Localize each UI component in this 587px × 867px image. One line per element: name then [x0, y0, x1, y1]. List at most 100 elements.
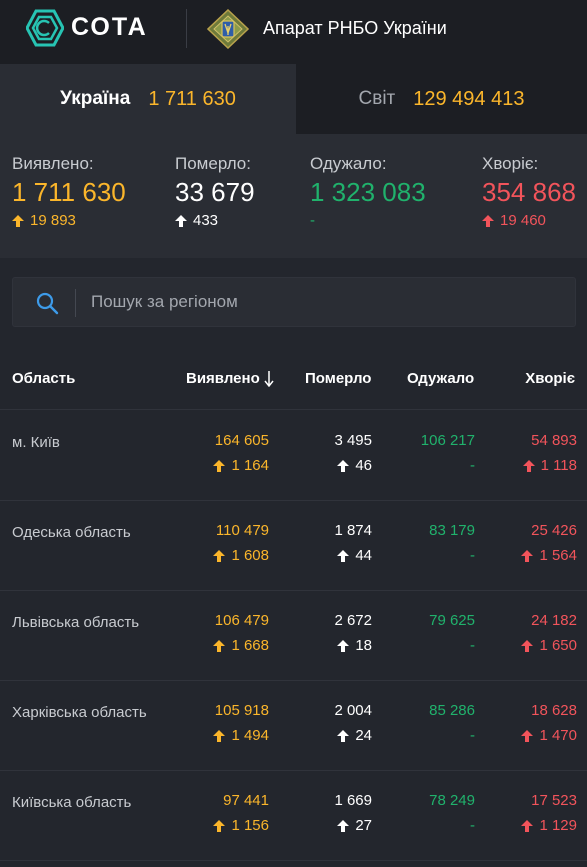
region-name: Одеська область [12, 524, 131, 541]
stat-detected-label: Виявлено: [12, 154, 94, 173]
stat-recovered-label: Одужало: [310, 154, 387, 173]
detected-delta: 1 608 [213, 547, 269, 564]
arrow-up-icon [213, 459, 226, 472]
died-delta: 27 [337, 817, 372, 834]
detected-delta-value: 1 608 [231, 547, 269, 564]
stat-sick-delta: 19 460 [482, 212, 576, 229]
stat-sick: Хворіє: 354 868 19 460 [482, 154, 576, 229]
logo-text[interactable]: СОТА [71, 13, 148, 41]
region-name: Київська область [12, 794, 132, 811]
stat-detected-delta: 19 893 [12, 212, 126, 229]
sick-value: 17 523 [531, 792, 577, 809]
tab-world[interactable]: Світ 129 494 413 [296, 64, 587, 134]
recovered-value: 78 249 [429, 792, 475, 809]
recovered-delta-value: - [470, 457, 475, 474]
arrow-up-icon [175, 214, 187, 227]
died-delta-value: 18 [355, 637, 372, 654]
search-input[interactable] [91, 278, 551, 326]
died-value: 1 669 [334, 792, 372, 809]
recovered-delta-value: - [470, 547, 475, 564]
sota-logo-icon[interactable] [26, 9, 64, 47]
detected-delta: 1 164 [213, 457, 269, 474]
app-header: СОТА Апарат РНБО України [0, 0, 587, 64]
sick-value: 25 426 [531, 522, 577, 539]
sick-delta: 1 650 [521, 637, 577, 654]
arrow-up-icon [213, 729, 226, 742]
recovered-delta: - [470, 457, 475, 474]
arrow-up-icon [521, 729, 534, 742]
arrow-up-icon [521, 549, 534, 562]
recovered-delta: - [470, 817, 475, 834]
arrow-up-icon [521, 639, 534, 652]
recovered-delta-value: - [470, 817, 475, 834]
sick-delta: 1 470 [521, 727, 577, 744]
org-name[interactable]: Апарат РНБО України [263, 18, 447, 38]
stat-recovered-delta: - [310, 212, 426, 229]
died-value: 3 495 [334, 432, 372, 449]
region-name: Харківська область [12, 704, 147, 721]
arrow-up-icon [213, 819, 226, 832]
sick-delta-value: 1 129 [539, 817, 577, 834]
detected-delta-value: 1 494 [231, 727, 269, 744]
table-row[interactable]: Львівська область 106 479 1 668 2 672 18… [0, 591, 587, 681]
died-delta: 24 [337, 727, 372, 744]
stat-recovered-delta-value: - [310, 212, 315, 229]
arrow-up-icon [337, 729, 350, 742]
col-sick[interactable]: Хворіє [525, 370, 575, 387]
stat-recovered-value: 1 323 083 [310, 177, 426, 207]
detected-value: 105 918 [214, 702, 269, 719]
detected-value: 110 479 [215, 522, 269, 539]
detected-value: 97 441 [223, 792, 269, 809]
arrow-up-icon [213, 639, 226, 652]
tab-ukraine-value: 1 711 630 [148, 87, 236, 110]
table-row[interactable]: м. Київ 164 605 1 164 3 495 46 106 217 -… [0, 411, 587, 501]
header-divider [186, 9, 187, 48]
tab-ukraine[interactable]: Україна 1 711 630 [0, 64, 296, 134]
country-tabs: Україна 1 711 630 Світ 129 494 413 [0, 64, 587, 134]
detected-delta: 1 156 [213, 817, 269, 834]
tab-world-label: Світ [358, 88, 396, 109]
col-died[interactable]: Померло [305, 370, 372, 387]
died-delta: 46 [337, 457, 372, 474]
arrow-up-icon [337, 549, 350, 562]
search-icon[interactable] [35, 291, 59, 315]
sick-delta: 1 118 [522, 457, 577, 474]
recovered-value: 79 625 [429, 612, 475, 629]
died-delta-value: 46 [355, 457, 372, 474]
stat-died-value: 33 679 [175, 177, 255, 207]
col-detected[interactable]: Виявлено [186, 370, 274, 387]
arrow-up-icon [337, 819, 350, 832]
sick-delta: 1 564 [521, 547, 577, 564]
died-delta: 44 [337, 547, 372, 564]
region-search [12, 277, 576, 327]
col-recovered[interactable]: Одужало [407, 370, 475, 387]
rnbo-emblem-icon[interactable] [207, 9, 249, 49]
died-delta: 18 [337, 637, 372, 654]
col-region[interactable]: Область [12, 370, 76, 387]
search-divider [75, 289, 76, 317]
stat-died-delta: 433 [175, 212, 255, 229]
table-row[interactable]: Одеська область 110 479 1 608 1 874 44 8… [0, 501, 587, 591]
sick-delta: 1 129 [521, 817, 577, 834]
arrow-up-icon [337, 459, 350, 472]
recovered-delta: - [470, 547, 475, 564]
died-delta-value: 44 [355, 547, 372, 564]
detected-value: 106 479 [214, 612, 269, 629]
recovered-delta: - [470, 637, 475, 654]
died-value: 2 004 [334, 702, 372, 719]
stat-died-delta-value: 433 [193, 212, 219, 229]
detected-delta-value: 1 156 [231, 817, 269, 834]
detected-value: 164 605 [214, 432, 269, 449]
died-value: 1 874 [334, 522, 372, 539]
sick-delta-value: 1 118 [540, 457, 577, 474]
tab-world-value: 129 494 413 [413, 87, 525, 110]
died-delta-value: 27 [355, 817, 372, 834]
stat-died-label: Померло: [175, 154, 251, 173]
arrow-up-icon [522, 459, 535, 472]
stat-detected-value: 1 711 630 [12, 177, 126, 207]
stat-recovered: Одужало: 1 323 083 - [310, 154, 426, 229]
sort-down-icon [264, 370, 274, 387]
table-row[interactable]: Київська область 97 441 1 156 1 669 27 7… [0, 771, 587, 861]
table-row[interactable]: Харківська область 105 918 1 494 2 004 2… [0, 681, 587, 771]
arrow-up-icon [482, 214, 494, 227]
